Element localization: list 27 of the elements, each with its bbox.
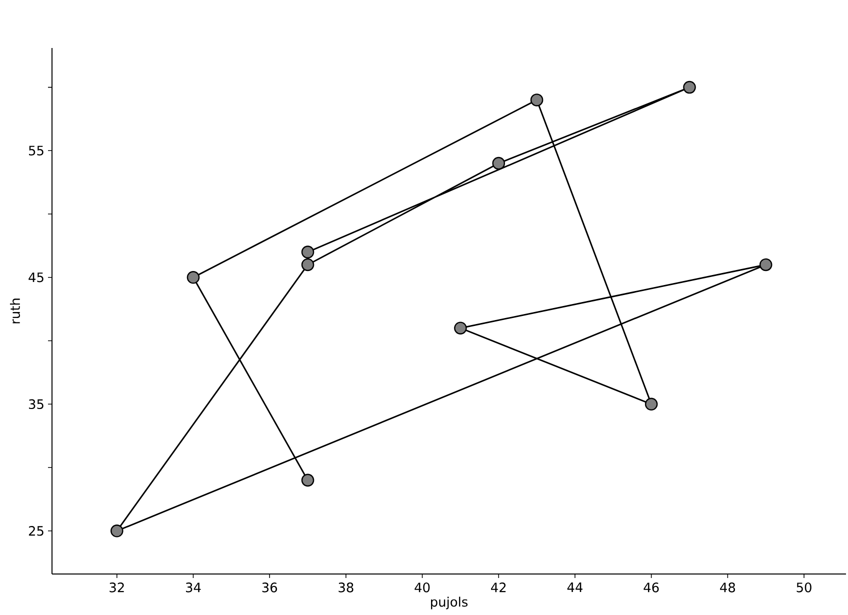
point (301, 474, 314, 487)
point (644, 398, 658, 411)
y-axis-title: ruth (10, 298, 20, 324)
y-tick-label: 35 (28, 399, 44, 410)
point (530, 94, 544, 106)
point (301, 258, 314, 272)
x-axis-title: pujols (431, 596, 468, 610)
y-tick-label: 25 (28, 526, 44, 536)
x-tick-label: 50 (796, 582, 812, 592)
x-tick-label: 32 (110, 582, 124, 592)
y-tick-label: 45 (28, 272, 44, 282)
point (301, 246, 314, 258)
x-tick-label: 34 (186, 582, 201, 592)
point (110, 524, 124, 538)
point (492, 156, 506, 170)
point (454, 322, 467, 335)
x-tick-label: 40 (414, 582, 430, 592)
x-tick-label: 46 (644, 582, 659, 592)
x-tick-label: 44 (567, 582, 582, 592)
point (186, 271, 200, 284)
point (683, 80, 696, 94)
x-tick-label: 38 (338, 582, 354, 592)
x-tick-label: 42 (491, 582, 506, 592)
x-tick-label: 36 (262, 582, 278, 592)
x-tick-label: 48 (720, 582, 736, 592)
point (759, 258, 772, 272)
y-tick-label: 55 (29, 146, 44, 156)
